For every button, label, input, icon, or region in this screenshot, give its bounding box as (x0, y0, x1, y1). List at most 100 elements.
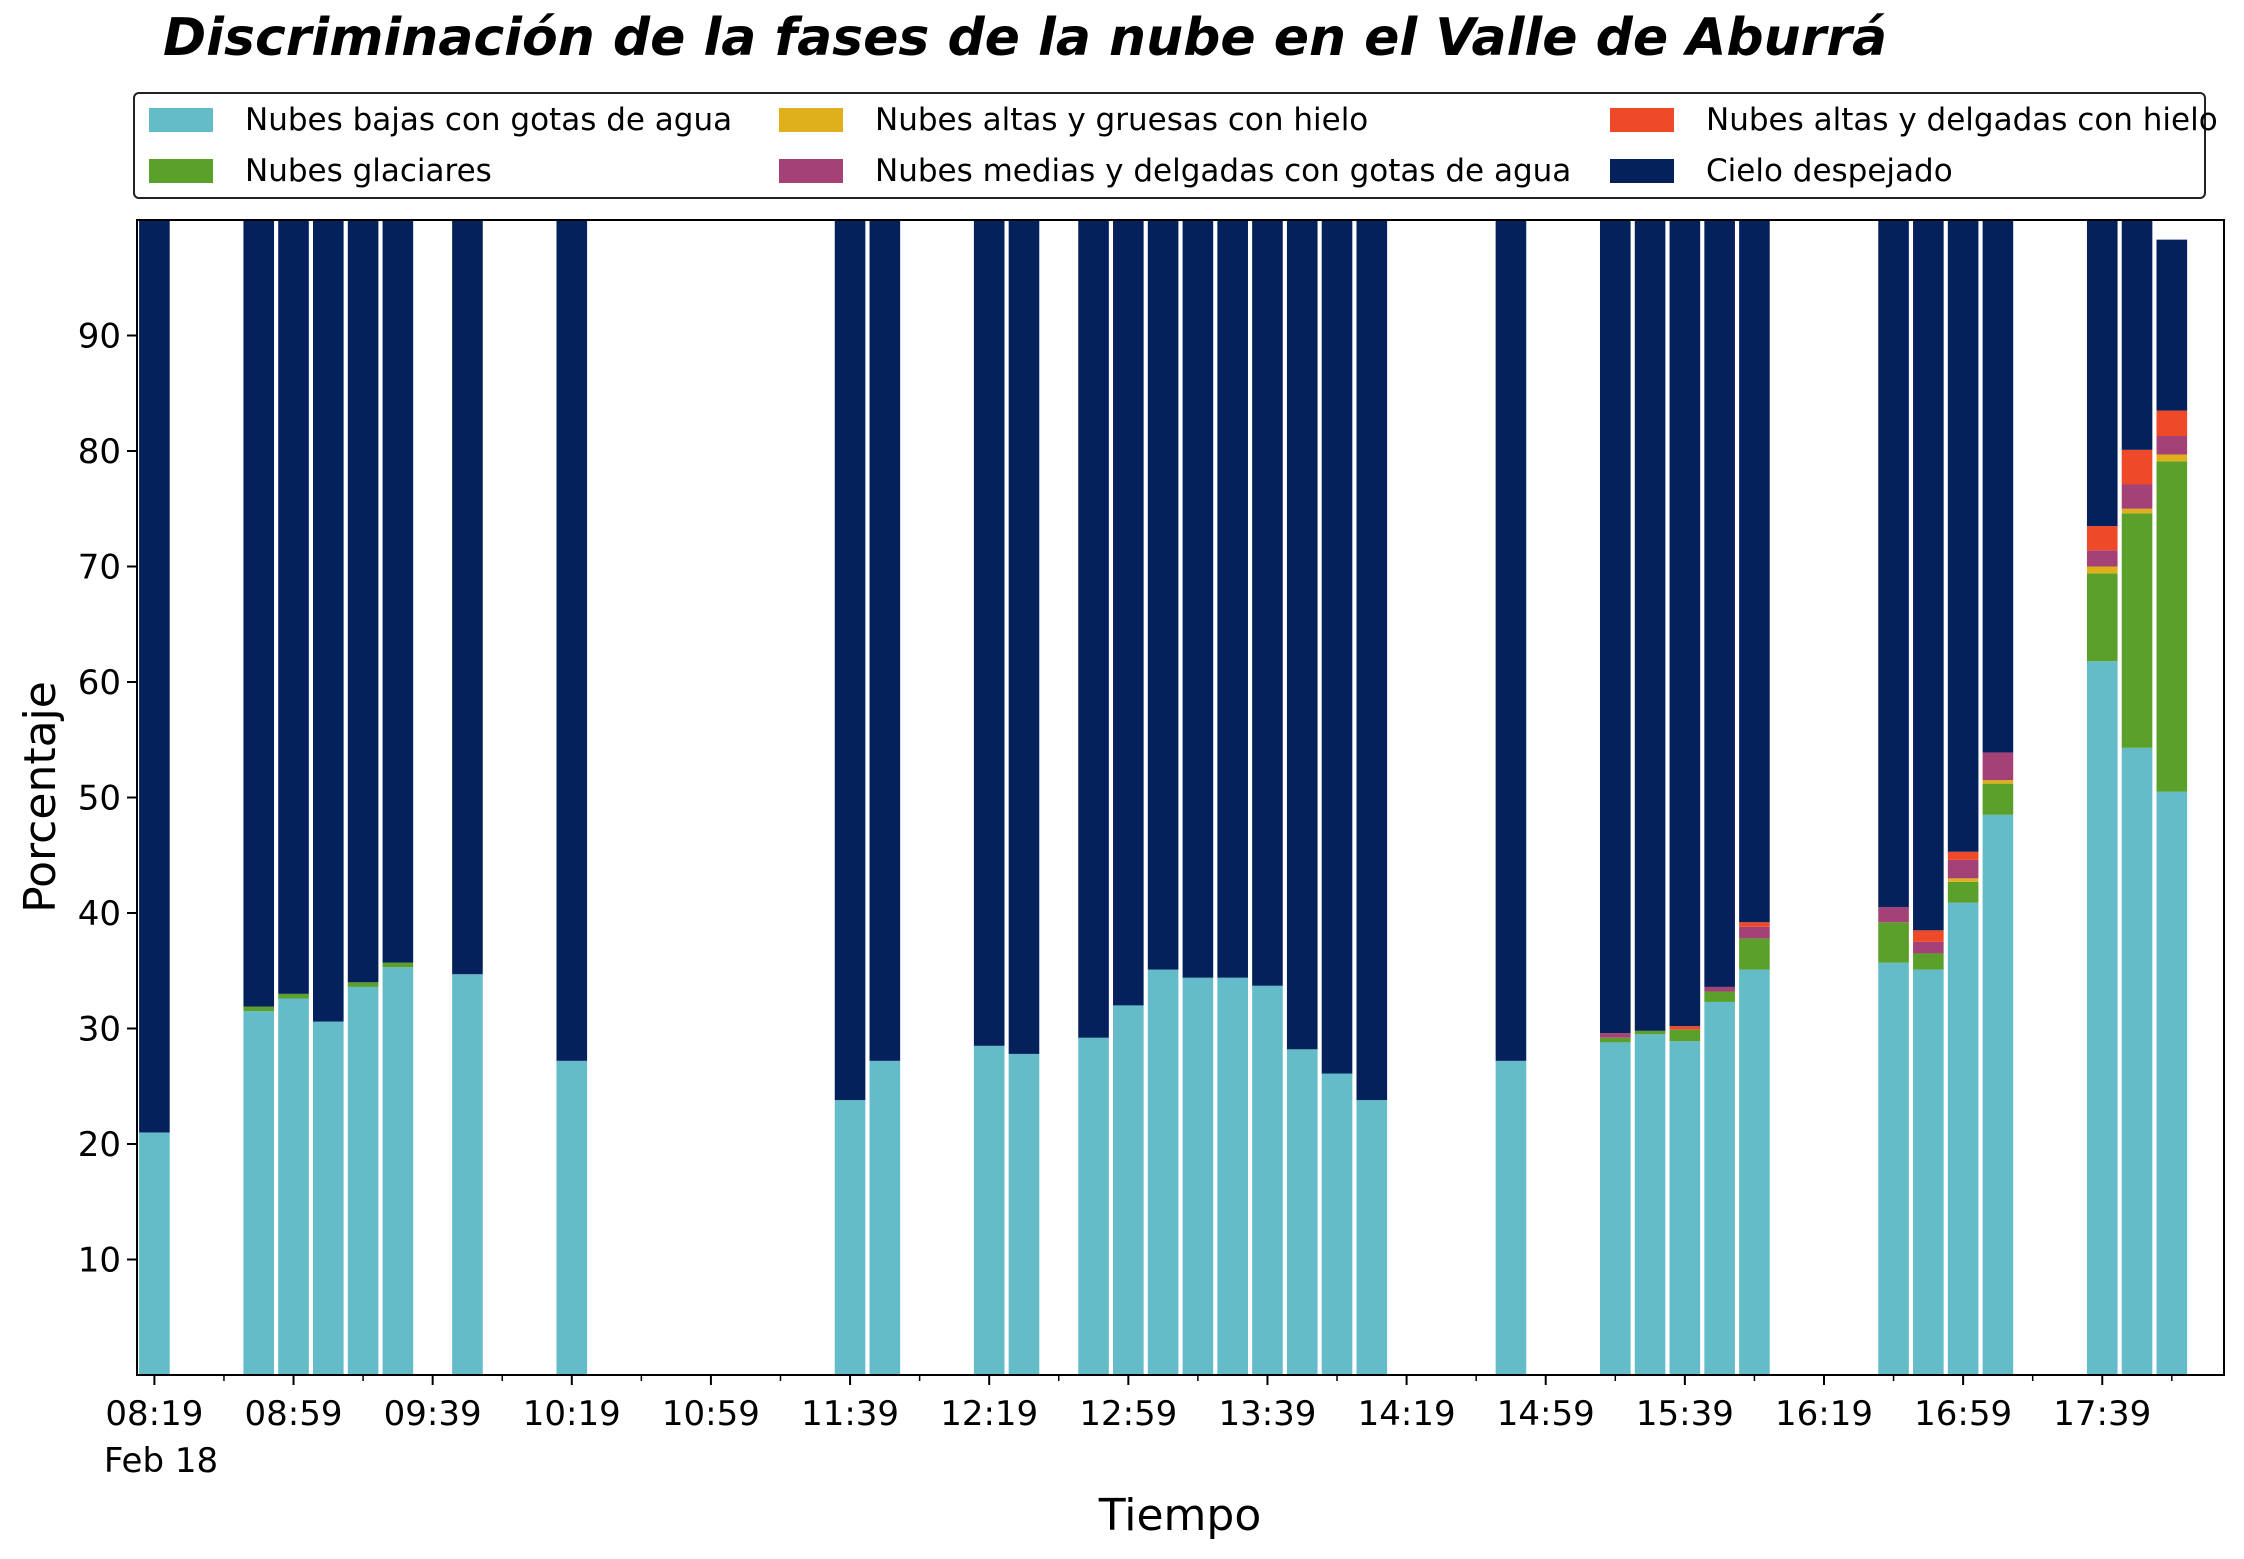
x-tick-label: 08:19 (105, 1394, 203, 1434)
bar-segment (1982, 783, 2014, 815)
bar-segment (1947, 851, 1979, 860)
bar-segment (243, 1011, 275, 1375)
bar-segment (1495, 1060, 1527, 1375)
legend: Nubes bajas con gotas de agua Nubes glac… (133, 92, 2218, 199)
bar-segment (347, 986, 379, 1375)
plot-frame (136, 219, 2225, 1376)
x-tick-label: 10:59 (662, 1394, 760, 1434)
bar-segment (1913, 941, 1944, 954)
legend-swatch (1610, 108, 1674, 132)
x-date-label: Feb 18 (104, 1441, 218, 1481)
bar-segment (2156, 435, 2188, 455)
bar-segment (973, 1045, 1005, 1375)
y-tick-label: 20 (78, 1125, 121, 1165)
bar-segment (1321, 1073, 1353, 1375)
y-tick-label: 40 (78, 894, 121, 934)
legend-item: Cielo despejado (1610, 151, 1953, 191)
bar-segment (452, 974, 483, 1375)
bar-segment (1739, 938, 1770, 970)
bar-segment (1704, 220, 1735, 987)
x-tick-label: 15:39 (1636, 1394, 1734, 1434)
bar-segment (973, 220, 1005, 1046)
bar-segment (278, 998, 309, 1375)
bar-segment (347, 220, 379, 983)
y-tick-label: 60 (78, 663, 121, 703)
bar-segment (1669, 1029, 1701, 1042)
bar-segment (2121, 220, 2153, 450)
bar-segment (139, 220, 170, 1133)
bar-segment (1634, 1030, 1666, 1035)
x-tick-label: 11:39 (801, 1394, 899, 1434)
x-tick-label: 16:59 (1914, 1394, 2012, 1434)
bar-segment (869, 220, 901, 1061)
y-axis-label: Porcentaje (15, 681, 66, 913)
bar-segment (2086, 573, 2118, 662)
bar-segment (1078, 220, 1109, 1038)
legend-label: Nubes medias y delgadas con gotas de agu… (875, 153, 1572, 189)
legend-label: Nubes glaciares (245, 153, 492, 189)
bar-segment (1252, 220, 1283, 986)
bar-segment (2121, 484, 2153, 509)
bar-segment (2121, 513, 2153, 748)
y-tick-label: 90 (78, 317, 121, 357)
bar-segment (834, 1100, 866, 1375)
bar-segment (1947, 902, 1979, 1375)
legend-label: Nubes altas y delgadas con hielo (1706, 102, 2218, 138)
bar-segment (834, 220, 866, 1101)
bar-segment (1356, 220, 1388, 1101)
bar-segment (347, 982, 379, 987)
y-tick-label: 10 (78, 1241, 121, 1281)
bar-segment (1078, 1037, 1109, 1375)
bar-segment (1113, 220, 1144, 1006)
bar-segment (452, 220, 483, 975)
bar-segment (2121, 449, 2153, 485)
x-tick-label: 08:59 (245, 1394, 343, 1434)
x-tick-label: 16:19 (1775, 1394, 1873, 1434)
y-tick-label: 50 (78, 779, 121, 819)
legend-label: Nubes bajas con gotas de agua (245, 102, 733, 138)
x-tick-label: 14:19 (1358, 1394, 1456, 1434)
x-tick-label: 12:19 (940, 1394, 1038, 1434)
bar-segment (278, 220, 309, 994)
bar-segment (1947, 881, 1979, 903)
legend-swatch (149, 108, 213, 132)
x-tick-label: 09:39 (384, 1394, 482, 1434)
chart-title: Discriminación de la fases de la nube en… (163, 8, 1888, 68)
x-tick-label: 13:39 (1218, 1394, 1316, 1434)
bar-segment (1947, 220, 1979, 852)
bar-segment (243, 1006, 275, 1012)
bar-segment (1704, 986, 1735, 992)
bar-segment (1217, 220, 1248, 978)
bar-segment (2086, 661, 2118, 1375)
bar-segment (1147, 969, 1179, 1375)
bar-segment (556, 220, 588, 1061)
bar-segment (1634, 1034, 1666, 1375)
bar-segment (1982, 752, 2014, 781)
bar-segment (1599, 1042, 1631, 1375)
bar-segment (1008, 220, 1040, 1054)
legend-label: Nubes altas y gruesas con hielo (875, 102, 1369, 138)
bar-segment (1913, 220, 1944, 931)
bar-segment (2156, 461, 2188, 792)
bar-segment (1599, 220, 1631, 1034)
x-tick-label: 14:59 (1497, 1394, 1595, 1434)
axes-layer: 10 20 30 40 50 60 70 80 90 08:19 08:59 09:39 10:19 10… (78, 317, 2173, 1434)
bar-segment (1739, 926, 1770, 939)
bar-segment (1982, 220, 2014, 753)
bar-segment (1669, 1041, 1701, 1375)
bar-segment (1913, 930, 1944, 942)
bar-segment (1286, 220, 1318, 1050)
bar-segment (1182, 977, 1214, 1375)
legend-label: Cielo despejado (1706, 153, 1953, 189)
bar-segment (1599, 1033, 1631, 1038)
bar-segment (1913, 953, 1944, 970)
bar-segment (1356, 1100, 1388, 1375)
x-axis-label: Tiempo (1098, 1490, 1262, 1541)
bar-segment (1947, 859, 1979, 879)
bar-segment (2121, 747, 2153, 1375)
bar-segment (1495, 220, 1527, 1061)
legend-swatch (149, 159, 213, 183)
bar-segment (1634, 220, 1666, 1031)
bar-segment (1739, 922, 1770, 927)
bar-segment (1739, 220, 1770, 923)
